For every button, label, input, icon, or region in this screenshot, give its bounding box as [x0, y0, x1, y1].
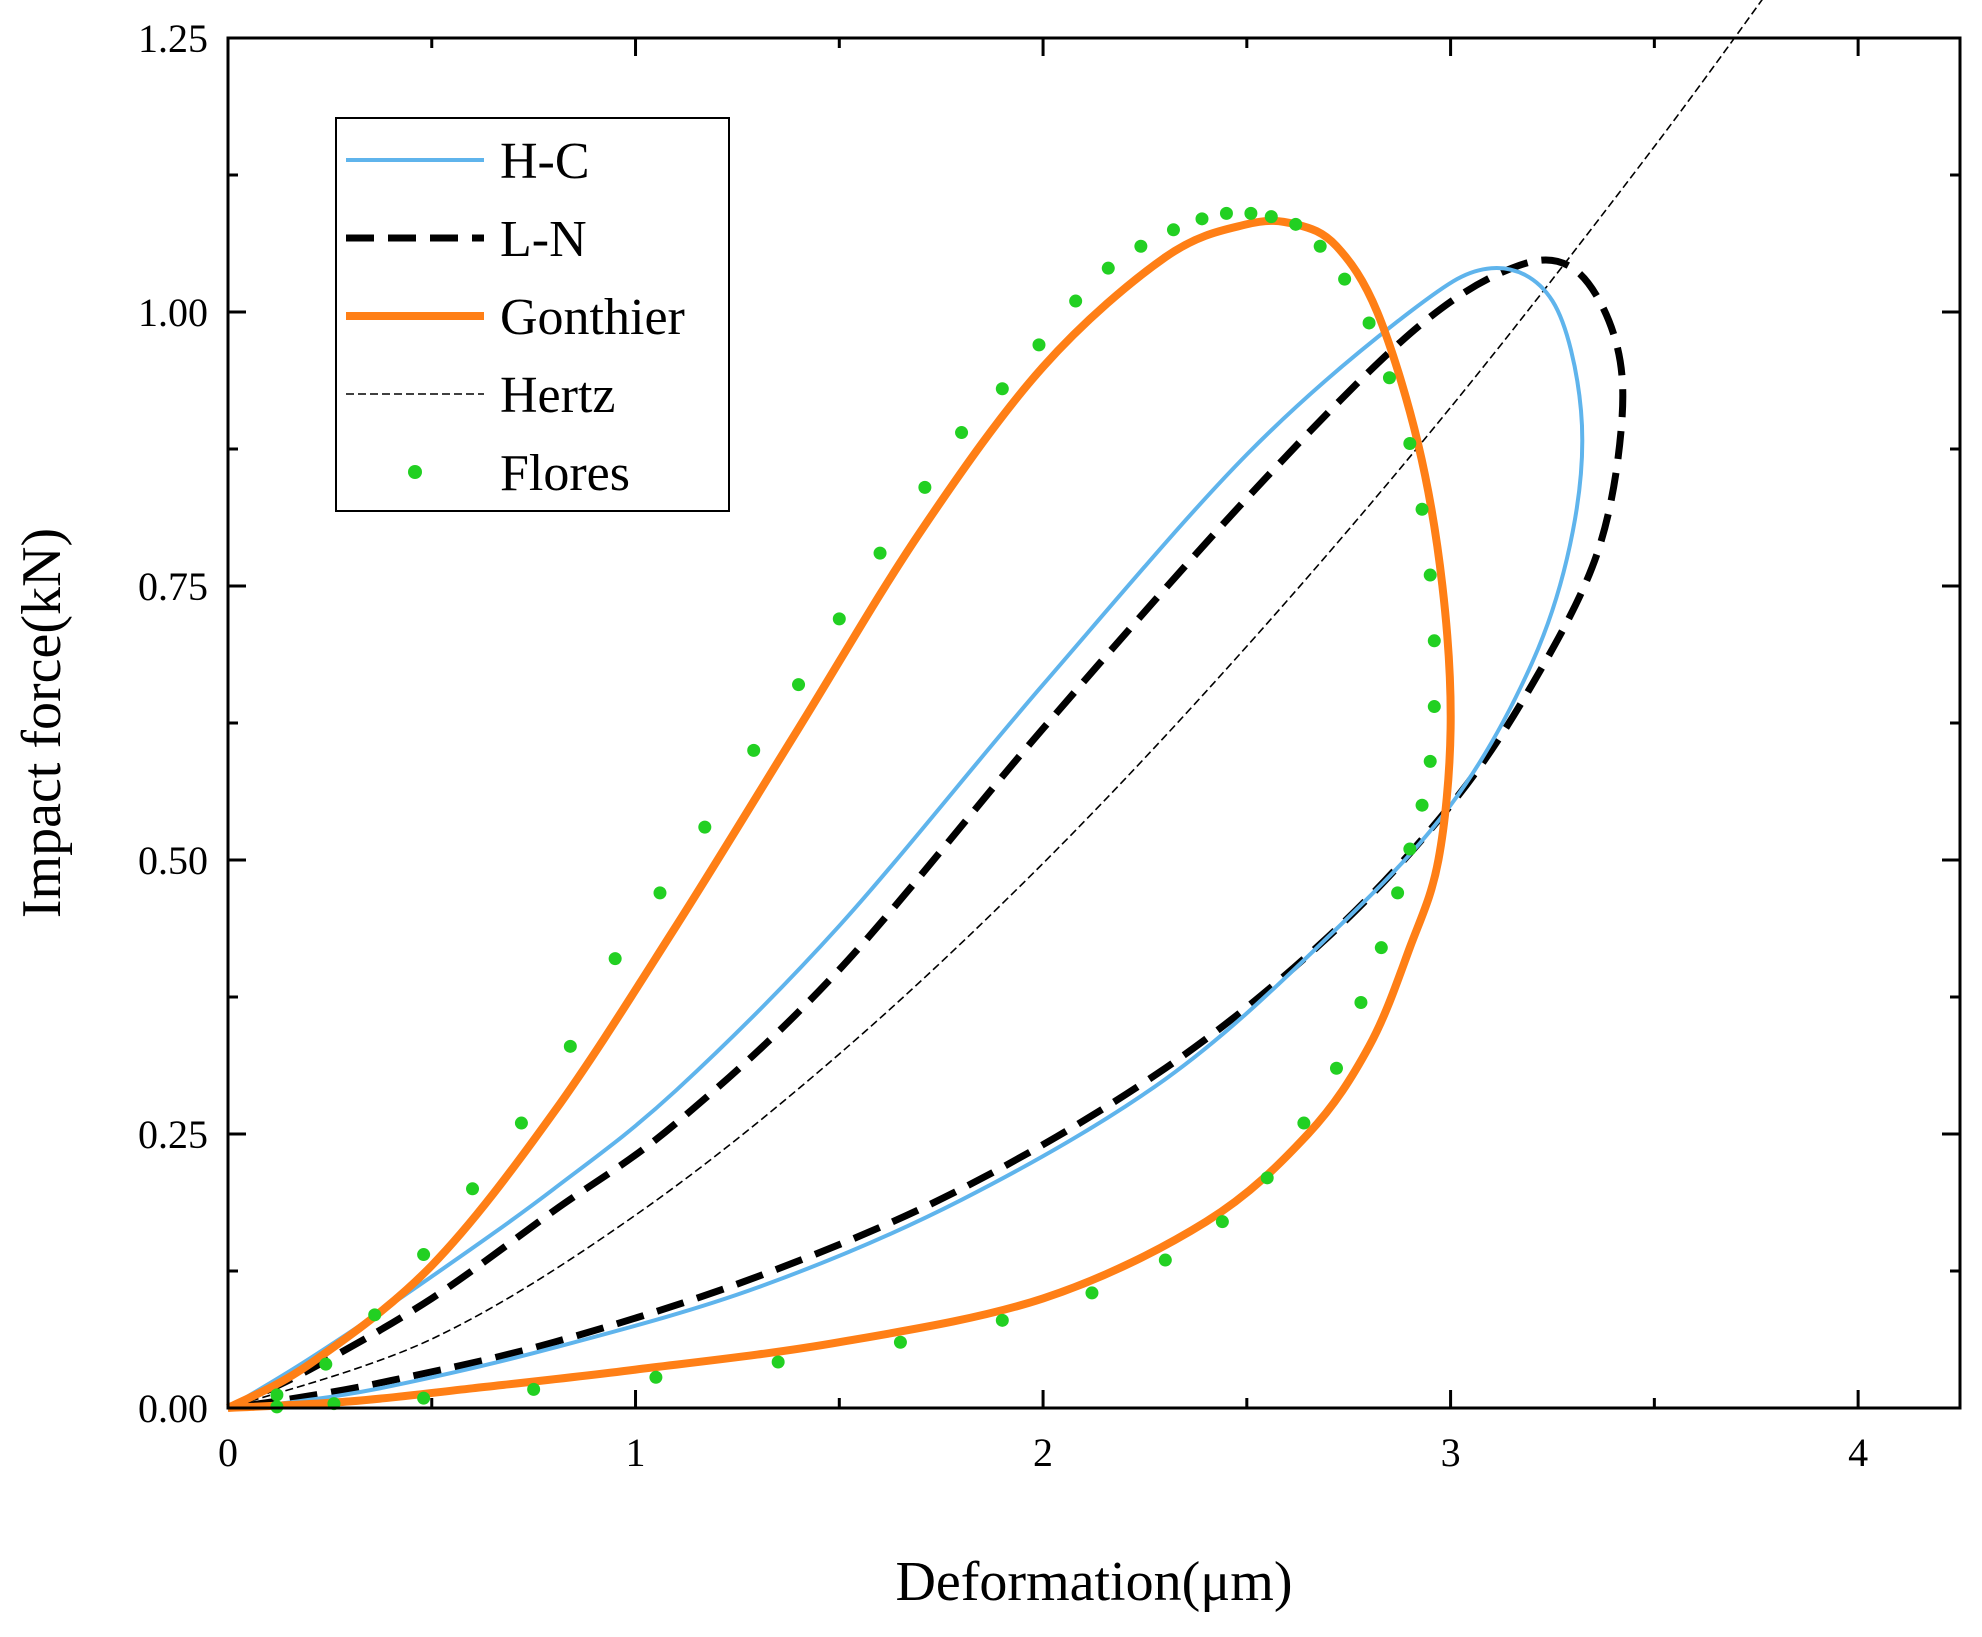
legend-label-flores: Flores [500, 445, 630, 502]
data-point-flores [1383, 371, 1396, 384]
data-point-flores [466, 1182, 479, 1195]
y-tick-label: 0.75 [138, 564, 208, 609]
data-point-flores [1416, 799, 1429, 812]
x-tick-label: 3 [1441, 1430, 1461, 1475]
data-point-flores [918, 481, 931, 494]
data-point-flores [1085, 1286, 1098, 1299]
data-point-flores [772, 1355, 785, 1368]
data-point-flores [894, 1336, 907, 1349]
data-point-flores [417, 1392, 430, 1405]
data-point-flores [1244, 207, 1257, 220]
data-point-flores [747, 744, 760, 757]
x-tick-label: 0 [218, 1430, 238, 1475]
y-tick-label: 0.00 [138, 1386, 208, 1431]
data-point-flores [1403, 437, 1416, 450]
legend-label-h-c: H-C [500, 133, 590, 190]
data-point-flores [609, 952, 622, 965]
legend-label-hertz: Hertz [500, 367, 615, 424]
data-point-flores [1330, 1062, 1343, 1075]
data-point-flores [996, 1314, 1009, 1327]
data-point-flores [564, 1040, 577, 1053]
data-point-flores [1159, 1254, 1172, 1267]
data-point-flores [1363, 316, 1376, 329]
data-point-flores [1261, 1171, 1274, 1184]
legend: H-C L-N Gonthier Hertz Flores [336, 118, 729, 511]
data-point-flores [1220, 207, 1233, 220]
chart: 0 1 2 3 4 0.00 0.25 0.50 0.75 1.00 1.25 Deformatio… [0, 0, 1982, 1637]
data-point-flores [1102, 262, 1115, 275]
y-axis-title: Impact force(kN) [11, 528, 73, 918]
data-point-flores [1428, 634, 1441, 647]
data-point-flores [874, 547, 887, 560]
data-point-flores [319, 1358, 332, 1371]
chart-background [0, 0, 1982, 1637]
data-point-flores [1424, 755, 1437, 768]
data-point-flores [1195, 212, 1208, 225]
data-point-flores [1403, 843, 1416, 856]
data-point-flores [527, 1383, 540, 1396]
data-point-flores [833, 612, 846, 625]
data-point-flores [1391, 886, 1404, 899]
legend-label-gonthier: Gonthier [500, 289, 685, 346]
data-point-flores [1375, 941, 1388, 954]
data-point-flores [515, 1117, 528, 1130]
data-point-flores [1216, 1215, 1229, 1228]
data-point-flores [1069, 295, 1082, 308]
data-point-flores [1354, 996, 1367, 1009]
x-tick-label: 1 [626, 1430, 646, 1475]
data-point-flores [792, 678, 805, 691]
y-tick-label: 1.25 [138, 16, 208, 61]
data-point-flores [1338, 273, 1351, 286]
data-point-flores [1265, 210, 1278, 223]
data-point-flores [1314, 240, 1327, 253]
data-point-flores [1297, 1117, 1310, 1130]
data-point-flores [996, 382, 1009, 395]
x-axis-title: Deformation(μm) [895, 1551, 1292, 1613]
legend-label-l-n: L-N [500, 211, 587, 268]
data-point-flores [1416, 503, 1429, 516]
data-point-flores [1428, 700, 1441, 713]
legend-marker-flores [408, 465, 422, 479]
data-point-flores [653, 886, 666, 899]
data-point-flores [1134, 240, 1147, 253]
data-point-flores [1167, 223, 1180, 236]
data-point-flores [270, 1388, 283, 1401]
y-tick-label: 0.50 [138, 838, 208, 883]
data-point-flores [649, 1371, 662, 1384]
data-point-flores [1424, 569, 1437, 582]
data-point-flores [955, 426, 968, 439]
data-point-flores [368, 1308, 381, 1321]
data-point-flores [417, 1248, 430, 1261]
x-tick-label: 4 [1848, 1430, 1868, 1475]
data-point-flores [1289, 218, 1302, 231]
x-tick-label: 2 [1033, 1430, 1053, 1475]
data-point-flores [1032, 338, 1045, 351]
data-point-flores [698, 821, 711, 834]
y-tick-label: 0.25 [138, 1112, 208, 1157]
y-tick-label: 1.00 [138, 290, 208, 335]
